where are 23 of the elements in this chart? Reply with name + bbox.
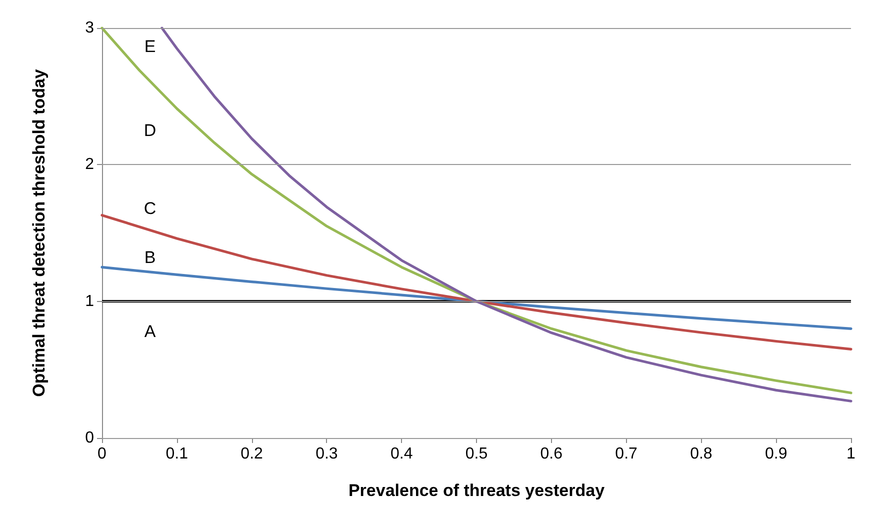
y-tick-label: 3 (85, 20, 94, 36)
y-axis-title: Optimal threat detection threshold today (30, 68, 48, 397)
annotation: C (144, 198, 156, 218)
x-axis-title: Prevalence of threats yesterday (348, 481, 606, 500)
y-tick-label: 1 (85, 292, 94, 310)
x-tick-label: 0.2 (240, 446, 264, 462)
x-tick-label: 0.5 (465, 446, 488, 462)
x-tick-label: 0.7 (615, 446, 638, 462)
annotation: E (144, 36, 156, 56)
x-tick-label: 0.4 (390, 446, 413, 462)
annotation: A (144, 322, 156, 341)
annotation: B (144, 248, 156, 268)
x-tick-label: 0.6 (540, 446, 563, 462)
x-tick-label: 1 (846, 446, 856, 462)
x-tick-label: 0.3 (316, 446, 338, 462)
x-tick-label: 0 (98, 446, 107, 462)
y-tick-label: 2 (85, 156, 94, 174)
annotation: D (144, 121, 156, 140)
x-tick-label: 0.9 (764, 446, 788, 462)
x-tick-label: 0.1 (166, 446, 188, 462)
x-tick-label: 0.8 (690, 446, 712, 462)
line-series (100, 214, 852, 350)
y-tick-label: 0 (85, 430, 94, 446)
